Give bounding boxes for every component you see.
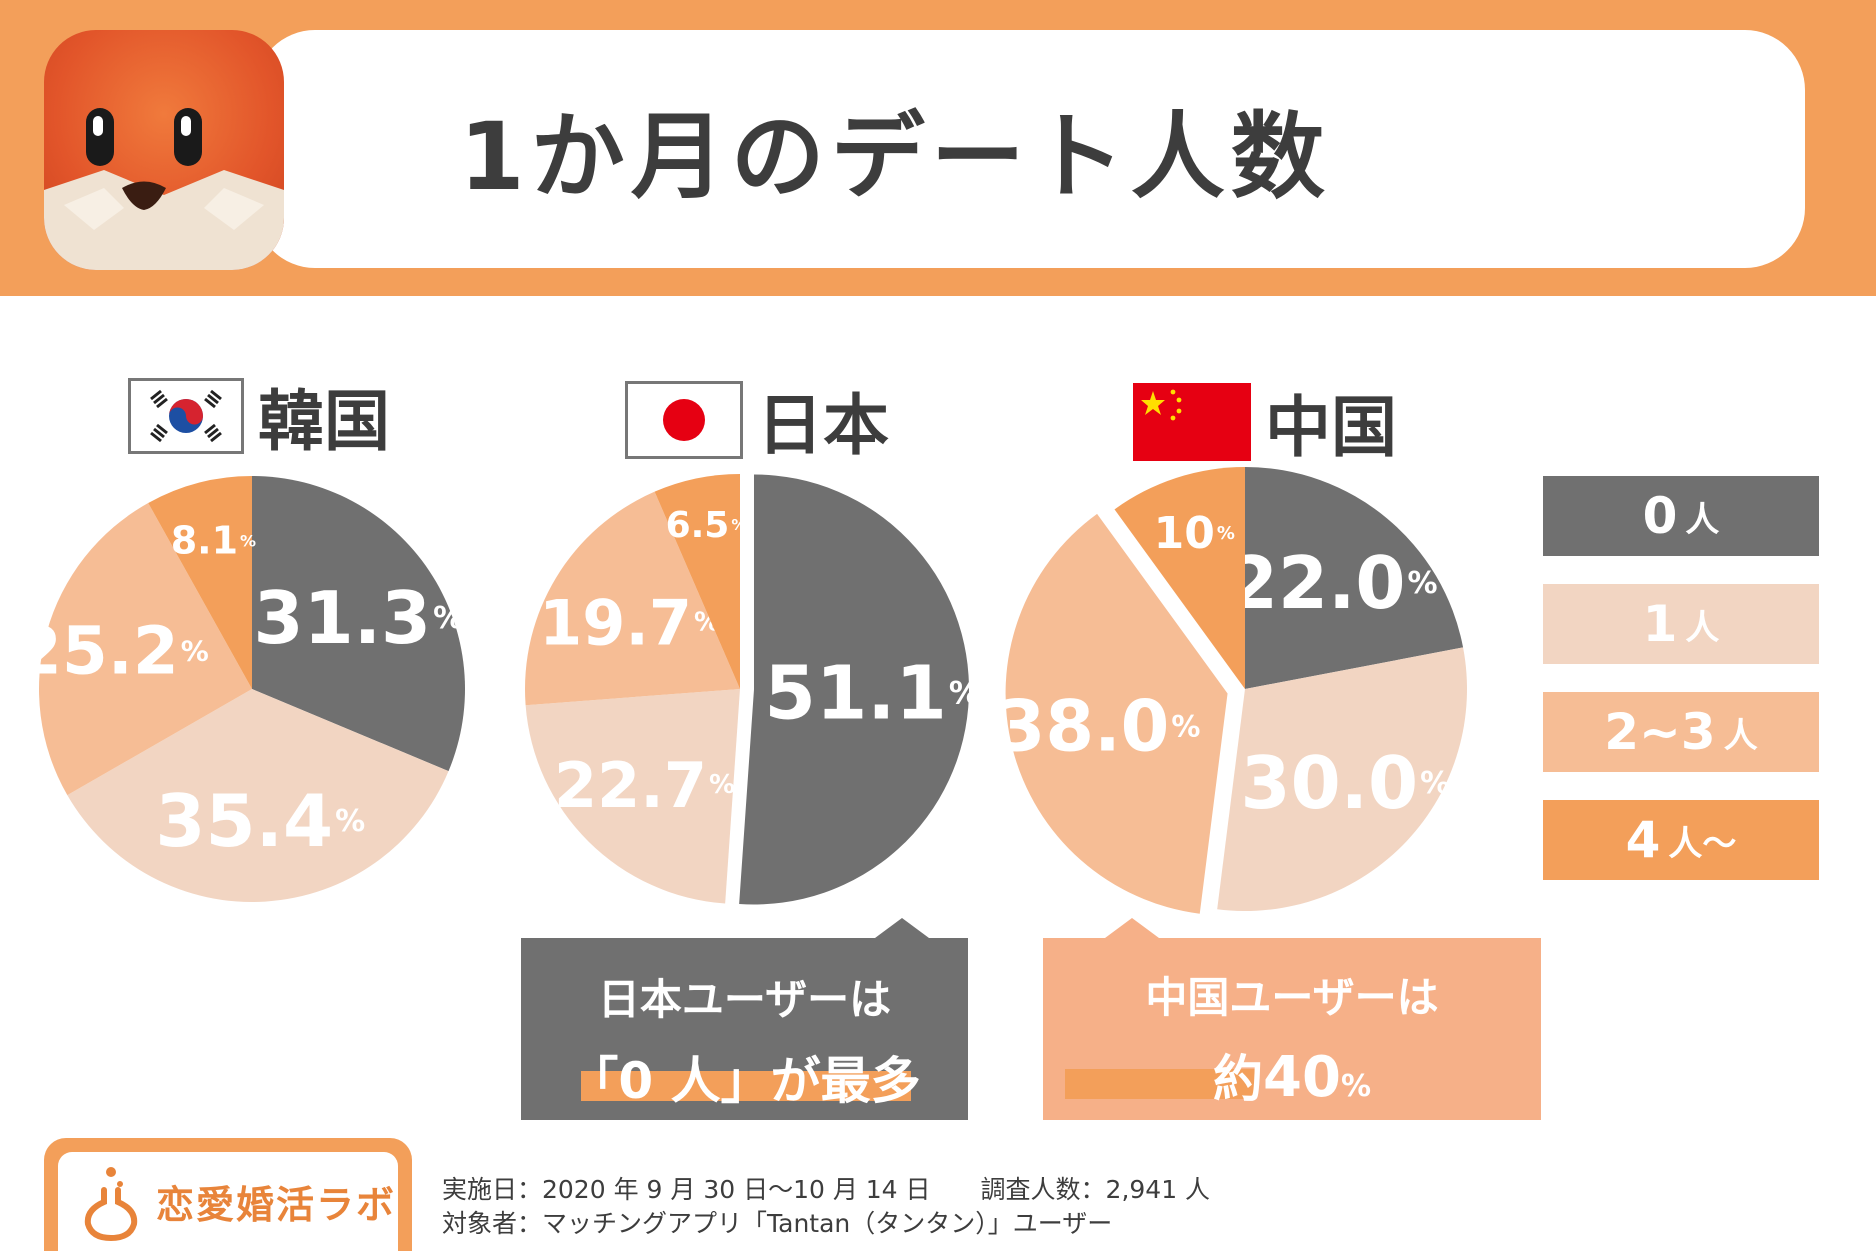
callout-china-line1: 中国ユーザーは (1145, 973, 1439, 1022)
footnote-line1: 実施日：2020 年 9 月 30 日〜10 月 14 日 調査人数：2,941… (442, 1175, 1211, 1204)
callout-arrow-china (1105, 918, 1159, 938)
pie-slice (739, 474, 969, 905)
data-label: 35.4% (155, 779, 365, 863)
legend-unit: 人 (1723, 715, 1758, 756)
country-name: 韓国 (258, 383, 390, 460)
korea-flag-icon (128, 378, 244, 454)
highlight-bar (581, 1071, 911, 1101)
data-label: 25.2% (16, 612, 209, 689)
data-label: 8.1% (171, 519, 256, 563)
footnote-line2: 対象者：マッチングアプリ「Tantan（タンタン）」ユーザー (442, 1209, 1113, 1238)
data-label: 10% (1154, 507, 1235, 558)
callout-china-percent: % (1340, 1069, 1371, 1104)
fox-face-icon (44, 108, 284, 270)
callout-china-value: 40 (1263, 1045, 1341, 1110)
legend-label: 0 (1642, 487, 1678, 545)
legend-unit: 人〜 (1668, 823, 1737, 864)
data-label: 22.0% (1228, 541, 1438, 625)
pie-slice (654, 474, 740, 689)
data-label: 22.7% (554, 749, 735, 822)
japan-flag-icon (625, 381, 743, 459)
legend-unit: 人 (1685, 607, 1720, 648)
title-banner (255, 30, 1805, 268)
pie-slice (525, 689, 740, 904)
page-title: 1か月のデート人数 (459, 103, 1331, 212)
pie-slice (252, 476, 465, 772)
country-title-japan: 日本 (625, 372, 889, 468)
pie-slice (1245, 467, 1464, 689)
callout-japan-line2: 「0 人」が最多 (568, 1052, 921, 1110)
legend-label: 4 (1625, 811, 1661, 869)
callout-china-line2-wrap: 約40% が「2~3 人」 (1043, 1039, 1541, 1183)
data-label: 6.5% (666, 504, 747, 545)
legend-unit: 人 (1685, 499, 1720, 540)
country-name: 中国 (1265, 389, 1397, 466)
pie-slice (525, 491, 740, 706)
data-label: 19.7% (539, 586, 720, 659)
legend-label: 2~3 (1604, 703, 1716, 761)
pie-slice (1114, 467, 1245, 689)
country-title-china: 中国 (1133, 374, 1397, 470)
callout-arrow-japan (875, 918, 929, 938)
legend-item-2: 2~3 人 (1543, 692, 1819, 772)
logo-text: 恋愛婚活ラボ (156, 1183, 397, 1227)
country-name: 日本 (757, 387, 889, 464)
data-label: 38.0% (997, 686, 1201, 768)
callout-japan-line2-wrap: 「0 人」が最多 (521, 1041, 968, 1113)
country-title-korea: 韓国 (128, 368, 390, 464)
pie-slice (1217, 647, 1467, 912)
app-icon (44, 30, 284, 270)
callout-japan-line1: 日本ユーザーは (597, 975, 892, 1024)
callout-china-approx: 約 (1213, 1050, 1263, 1108)
legend-label: 1 (1642, 595, 1678, 653)
data-label: 51.1% (764, 651, 980, 737)
legend-item-3: 4 人〜 (1543, 800, 1819, 880)
pie-slice (1005, 513, 1228, 914)
callout-china-rest: が「2~3 人」 (1127, 1122, 1457, 1180)
data-label: 30.0% (1240, 741, 1450, 825)
china-flag-icon (1133, 383, 1251, 461)
highlight-bar (1065, 1069, 1255, 1099)
pie-slice (148, 476, 252, 689)
data-label: 31.3% (254, 576, 464, 660)
callout-china: 中国ユーザーは 約40% が「2~3 人」 (1043, 938, 1541, 1180)
flask-icon (84, 1166, 138, 1241)
callout-japan: 日本ユーザーは 「0 人」が最多 (521, 938, 968, 1120)
pie-slice (38, 502, 253, 796)
footer-logo: 恋愛婚活ラボ (58, 1152, 398, 1251)
pie-slice (67, 689, 449, 902)
